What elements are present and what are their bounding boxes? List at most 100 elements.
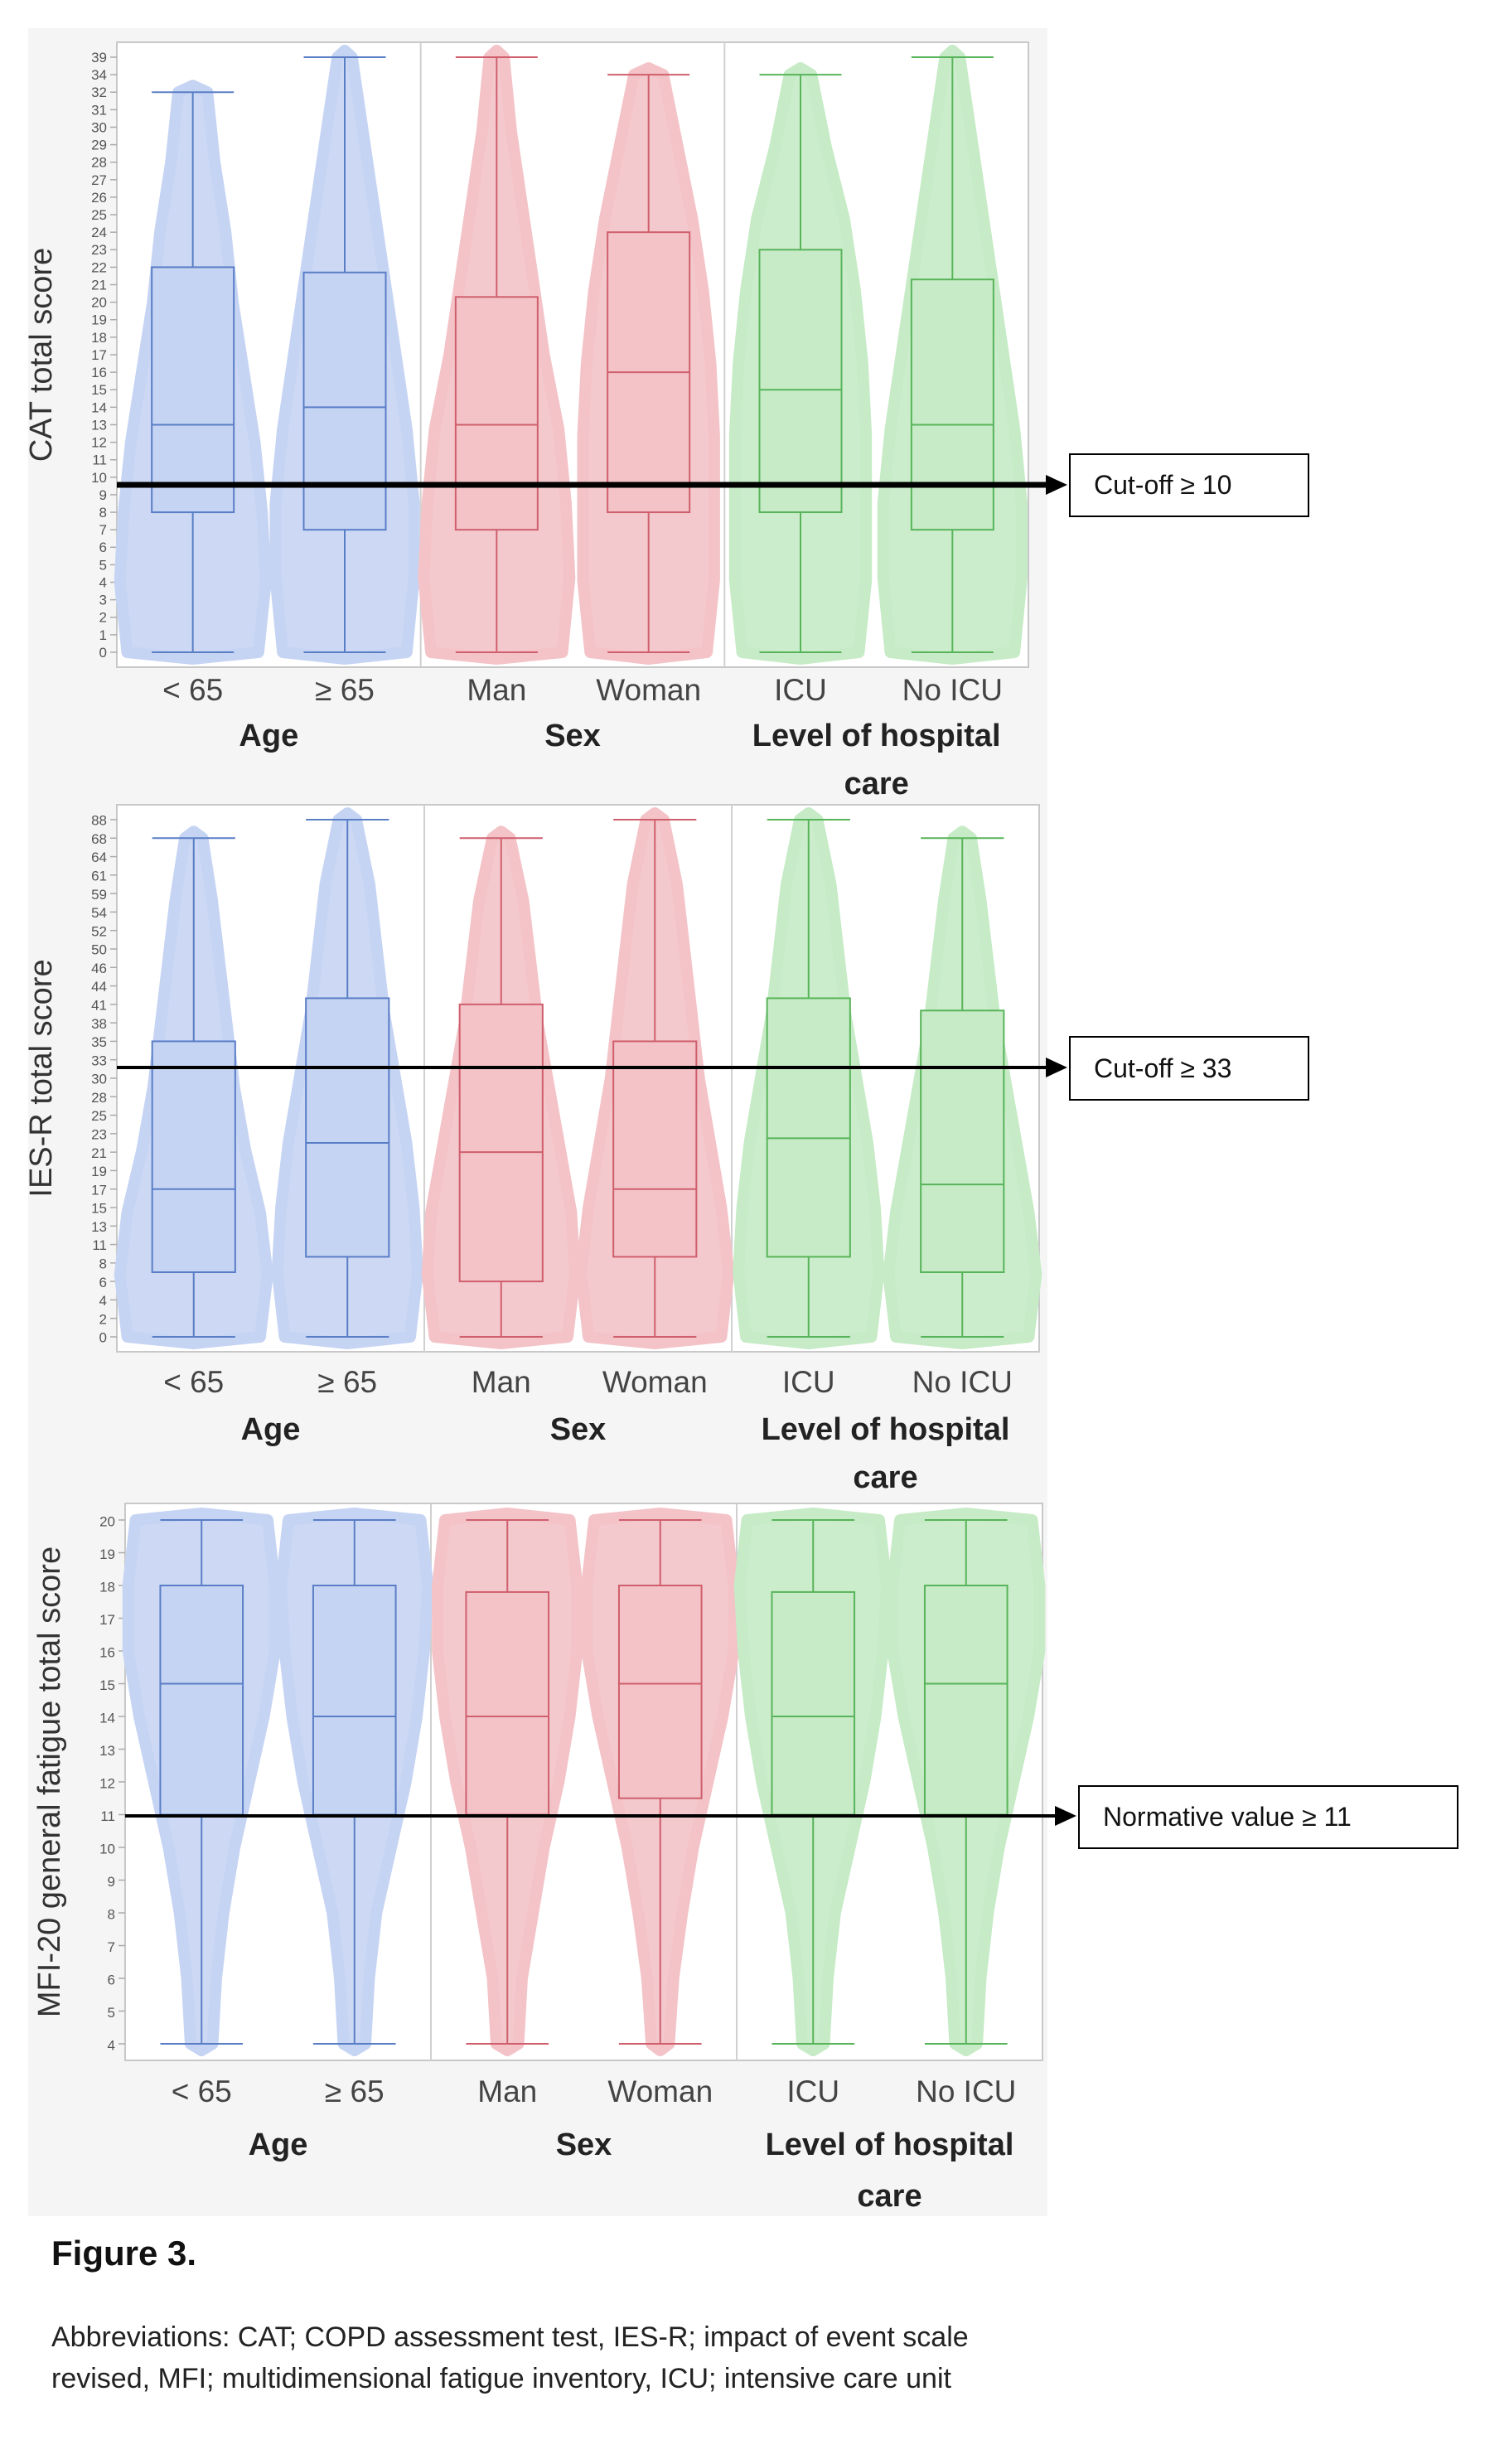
y-tick-label: 23 — [91, 1127, 107, 1143]
box-iqr — [771, 1590, 856, 1816]
y-tick-label: 7 — [99, 522, 107, 538]
group-label: Age — [249, 2128, 308, 2162]
y-tick-label: 9 — [99, 487, 107, 503]
y-tick-label: 13 — [91, 417, 107, 433]
category-label: Woman — [596, 673, 701, 707]
cutoff-label: Cut-off ≥ 33 — [1069, 1036, 1309, 1101]
y-tick-label: 28 — [91, 155, 107, 171]
group-label: Age — [239, 719, 298, 753]
category-label: Man — [472, 1365, 531, 1399]
y-tick-label: 38 — [91, 1016, 107, 1032]
y-tick-label: 30 — [91, 1072, 107, 1087]
y-tick-label: 33 — [91, 1053, 107, 1068]
abbreviations-caption: Abbreviations: CAT; COPD assessment test… — [51, 2321, 969, 2394]
y-tick-label: 24 — [91, 225, 107, 240]
y-tick-label: 2 — [99, 610, 107, 626]
y-axis-title: MFI-20 general fatigue total score — [32, 1547, 67, 2017]
category-label: ≥ 65 — [317, 1365, 377, 1399]
group-label-cont: care — [853, 1460, 917, 1495]
chart-3: 4 5 6 7 8 9 10 11 12 13 14 15 16 17 18 19 20 MFI-20 gener… — [32, 1503, 1076, 2214]
arrow-head-icon — [1046, 1058, 1067, 1077]
category-label: Man — [467, 673, 526, 707]
y-tick-label: 7 — [108, 1939, 115, 1955]
category-label: Man — [477, 2074, 537, 2108]
y-tick-label: 26 — [91, 190, 107, 206]
y-tick-label: 6 — [108, 1973, 115, 1988]
y-tick-label: 18 — [99, 1580, 115, 1595]
y-tick-label: 6 — [99, 540, 107, 555]
category-label: ICU — [774, 673, 827, 707]
arrow-head-icon — [1055, 1806, 1076, 1826]
category-label: Woman — [607, 2074, 713, 2108]
y-tick-label: 19 — [91, 1164, 107, 1179]
group-label: Level of hospital — [752, 719, 1001, 753]
y-tick-label: 29 — [91, 138, 107, 153]
y-tick-label: 0 — [99, 1330, 107, 1346]
y-tick-label: 1 — [99, 627, 107, 643]
y-tick-label: 44 — [91, 979, 107, 995]
y-tick-label: 39 — [91, 50, 107, 65]
category-label: ICU — [782, 1365, 835, 1399]
y-tick-label: 6 — [99, 1275, 107, 1290]
y-tick-label: 4 — [108, 2038, 115, 2054]
y-tick-label: 34 — [91, 67, 107, 83]
y-tick-label: 23 — [91, 242, 107, 258]
group-label: Level of hospital — [766, 2128, 1014, 2162]
y-tick-label: 18 — [91, 330, 107, 346]
y-tick-label: 17 — [99, 1612, 115, 1628]
y-tick-label: 15 — [99, 1677, 115, 1693]
y-axis-title: CAT total score — [24, 248, 59, 462]
y-tick-label: 0 — [99, 645, 107, 661]
box-iqr — [923, 1585, 1009, 1816]
category-label: No ICU — [902, 673, 1003, 707]
box-iqr — [305, 997, 390, 1258]
y-tick-label: 64 — [91, 850, 107, 865]
y-tick-label: 20 — [91, 295, 107, 311]
y-tick-label: 10 — [91, 470, 107, 486]
y-tick-label: 19 — [91, 312, 107, 328]
y-tick-label: 12 — [91, 435, 107, 451]
category-label: No ICU — [916, 2074, 1016, 2108]
y-tick-label: 46 — [91, 961, 107, 976]
y-tick-label: 21 — [91, 1145, 107, 1161]
y-tick-label: 4 — [99, 574, 107, 590]
y-tick-label: 30 — [91, 119, 107, 135]
group-label: Sex — [556, 2128, 612, 2162]
y-tick-label: 10 — [99, 1842, 115, 1857]
y-tick-label: 52 — [91, 923, 107, 939]
group-label-cont: care — [857, 2179, 921, 2214]
group-label: Age — [241, 1412, 301, 1447]
y-tick-label: 11 — [92, 453, 107, 468]
box-iqr — [617, 1585, 703, 1799]
box-iqr — [465, 1590, 550, 1816]
y-tick-label: 21 — [91, 277, 107, 293]
cutoff-label: Normative value ≥ 11 — [1078, 1785, 1458, 1849]
y-tick-label: 8 — [99, 505, 107, 520]
y-tick-label: 50 — [91, 942, 107, 958]
category-label: < 65 — [162, 673, 223, 707]
y-tick-label: 16 — [99, 1645, 115, 1661]
y-tick-label: 9 — [108, 1874, 115, 1890]
y-tick-label: 14 — [99, 1711, 115, 1726]
box-iqr — [159, 1585, 244, 1816]
category-label: ≥ 65 — [315, 673, 375, 707]
box-iqr — [910, 278, 994, 531]
y-tick-label: 68 — [91, 831, 107, 847]
y-tick-label: 31 — [91, 102, 107, 118]
box-iqr — [458, 1003, 544, 1283]
category-label: ICU — [786, 2074, 839, 2108]
category-label: ≥ 65 — [325, 2074, 385, 2108]
y-tick-label: 15 — [91, 1201, 107, 1217]
y-tick-label: 17 — [91, 1182, 107, 1198]
y-tick-label: 3 — [99, 593, 107, 608]
box-iqr — [151, 266, 235, 514]
y-tick-label: 2 — [99, 1311, 107, 1327]
y-tick-label: 8 — [99, 1256, 107, 1272]
category-label: < 65 — [163, 1365, 224, 1399]
arrow-head-icon — [1046, 475, 1067, 495]
y-tick-label: 11 — [100, 1808, 115, 1824]
group-label: Sex — [550, 1412, 607, 1447]
y-tick-label: 28 — [91, 1090, 107, 1106]
y-tick-label: 35 — [91, 1034, 107, 1050]
y-tick-label: 27 — [91, 172, 107, 188]
